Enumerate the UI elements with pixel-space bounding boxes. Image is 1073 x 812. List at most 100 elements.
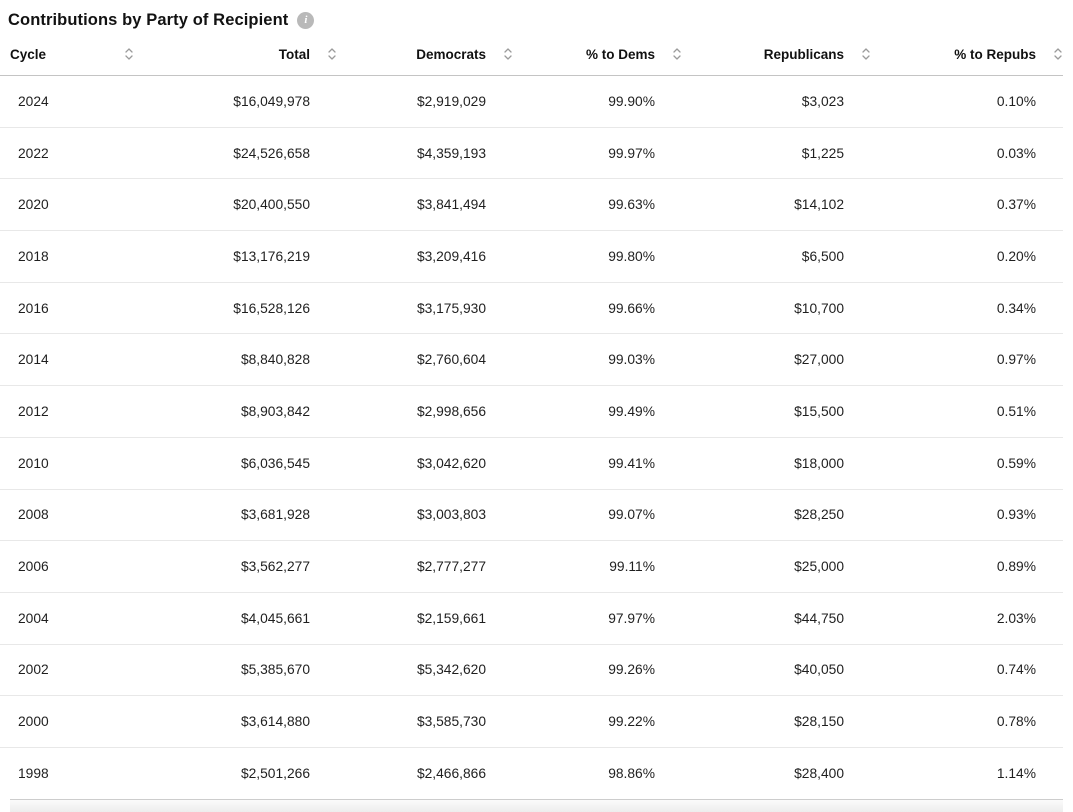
- column-header-cycle[interactable]: Cycle: [0, 38, 150, 76]
- cell-cycle: 2024: [0, 75, 150, 128]
- cell-cycle: 2000: [0, 695, 150, 748]
- cell-total: $24,526,658: [150, 127, 337, 180]
- cell-total: $6,036,545: [150, 437, 337, 490]
- cell-total: $3,681,928: [150, 489, 337, 542]
- cell-total: $2,501,266: [240, 766, 310, 782]
- cell-total: $4,045,661: [150, 592, 337, 645]
- column-header-label: Democrats: [416, 46, 486, 62]
- cell-pct-repubs: 0.97%: [871, 333, 1063, 387]
- table-header-row: Cycle Total Democrats: [0, 38, 1063, 76]
- cell-democrats: $3,585,730: [337, 695, 513, 748]
- cell-total: $8,903,842: [150, 385, 337, 438]
- page-title: Contributions by Party of Recipient: [8, 10, 289, 29]
- table-row: 2012 $8,903,842 $2,998,656 99.49% $15,500 0.5…: [0, 385, 1063, 438]
- cell-democrats: $2,466,866: [416, 766, 486, 782]
- cell-democrats: $2,919,029: [337, 75, 513, 128]
- cell-republicans: $44,750: [682, 592, 871, 645]
- cell-pct-repubs: 0.59%: [871, 437, 1063, 490]
- sort-icon: [673, 48, 681, 60]
- column-header-republicans[interactable]: Republicans: [682, 38, 871, 76]
- cell-democrats: $4,359,193: [337, 127, 513, 180]
- column-header-democrats[interactable]: Democrats: [337, 38, 513, 76]
- sort-icon: [504, 48, 512, 60]
- cell-pct-dems: 98.86%: [608, 766, 655, 782]
- table-row: 2018 $13,176,219 $3,209,416 99.80% $6,500 0.2…: [0, 230, 1063, 283]
- column-header-label: Republicans: [763, 46, 844, 62]
- cell-cycle: 2020: [0, 178, 150, 232]
- cell-total: $16,049,978: [150, 75, 337, 128]
- column-header-pct-repubs[interactable]: % to Repubs: [871, 38, 1063, 76]
- column-header-label: Cycle: [10, 46, 47, 62]
- table-row: 2016 $16,528,126 $3,175,930 99.66% $10,700 0.…: [0, 282, 1063, 335]
- cell-republicans: $3,023: [682, 75, 871, 128]
- table-row: 2002 $5,385,670 $5,342,620 99.26% $40,050 0.7…: [0, 644, 1063, 697]
- info-icon[interactable]: i: [297, 11, 315, 29]
- cell-pct-dems: 99.66%: [513, 282, 682, 335]
- cell-pct-dems: 99.49%: [513, 385, 682, 438]
- cell-republicans: $14,102: [682, 178, 871, 232]
- column-header-label: % to Repubs: [954, 46, 1036, 62]
- cell-democrats: $3,175,930: [337, 282, 513, 335]
- cell-cycle: 2012: [0, 385, 150, 438]
- cell-republicans: $28,150: [682, 695, 871, 748]
- cell-pct-repubs: 0.10%: [871, 75, 1063, 128]
- cell-cycle: 2006: [0, 540, 150, 593]
- cell-total: $13,176,219: [150, 230, 337, 283]
- cell-democrats: $5,342,620: [337, 644, 513, 697]
- cell-republicans: $18,000: [682, 437, 871, 490]
- cell-cycle: 2010: [0, 437, 150, 490]
- cell-pct-repubs: 0.34%: [871, 282, 1063, 335]
- table-row: 2014 $8,840,828 $2,760,604 99.03% $27,000 0.9…: [0, 333, 1063, 387]
- cell-pct-dems: 99.03%: [513, 333, 682, 387]
- cell-pct-repubs: 0.78%: [871, 695, 1063, 748]
- table-row: 2008 $3,681,928 $3,003,803 99.07% $28,250 0.9…: [0, 489, 1063, 542]
- cell-republicans: $27,000: [682, 333, 871, 387]
- cell-pct-repubs: 0.20%: [871, 230, 1063, 283]
- sort-icon: [1054, 48, 1062, 60]
- cell-pct-dems: 99.26%: [513, 644, 682, 697]
- cell-pct-dems: 99.41%: [513, 437, 682, 490]
- cell-republicans: $28,250: [682, 489, 871, 542]
- table-row: 2022 $24,526,658 $4,359,193 99.97% $1,225 0.0…: [0, 127, 1063, 180]
- cell-total: $16,528,126: [150, 282, 337, 335]
- table-bottom-edge: [10, 799, 1063, 812]
- cell-cycle: 2008: [0, 489, 150, 542]
- column-header-total[interactable]: Total: [150, 38, 337, 76]
- cell-pct-repubs: 2.03%: [871, 592, 1063, 645]
- table-row: 2006 $3,562,277 $2,777,277 99.11% $25,000 0.8…: [0, 540, 1063, 593]
- cell-total: $3,614,880: [150, 695, 337, 748]
- cell-pct-dems: 99.97%: [513, 127, 682, 180]
- cell-democrats: $2,159,661: [337, 592, 513, 645]
- cell-cycle: 2022: [0, 127, 150, 180]
- cell-republicans: $6,500: [682, 230, 871, 283]
- cell-pct-repubs: 0.37%: [871, 178, 1063, 232]
- cell-democrats: $3,841,494: [337, 178, 513, 232]
- cell-democrats: $3,042,620: [337, 437, 513, 490]
- cell-pct-repubs: 0.93%: [871, 489, 1063, 542]
- cell-pct-dems: 99.22%: [513, 695, 682, 748]
- cell-pct-dems: 99.90%: [513, 75, 682, 128]
- column-header-pct-dems[interactable]: % to Dems: [513, 38, 682, 76]
- cell-pct-dems: 97.97%: [513, 592, 682, 645]
- cell-pct-repubs: 1.14%: [996, 766, 1036, 782]
- cell-pct-repubs: 0.89%: [871, 540, 1063, 593]
- cell-pct-dems: 99.80%: [513, 230, 682, 283]
- cell-democrats: $3,209,416: [337, 230, 513, 283]
- cell-total: $8,840,828: [150, 333, 337, 387]
- table-row: 2020 $20,400,550 $3,841,494 99.63% $14,102 0.…: [0, 178, 1063, 232]
- column-header-label: Total: [278, 46, 310, 62]
- table-row: 2000 $3,614,880 $3,585,730 99.22% $28,150 0.7…: [0, 695, 1063, 748]
- cell-republicans: $28,400: [794, 766, 844, 782]
- cell-republicans: $25,000: [682, 540, 871, 593]
- cell-cycle: 2014: [0, 333, 150, 387]
- cell-republicans: $1,225: [682, 127, 871, 180]
- cell-cycle: 2016: [0, 282, 150, 335]
- cell-cycle: 1998: [18, 766, 49, 782]
- cell-cycle: 2018: [0, 230, 150, 283]
- sort-icon: [125, 48, 133, 60]
- cell-total: $20,400,550: [150, 178, 337, 232]
- cell-republicans: $40,050: [682, 644, 871, 697]
- table-body: 2024 $16,049,978 $2,919,029 99.90% $3,023 0.1…: [0, 75, 1063, 800]
- cell-pct-repubs: 0.03%: [871, 127, 1063, 180]
